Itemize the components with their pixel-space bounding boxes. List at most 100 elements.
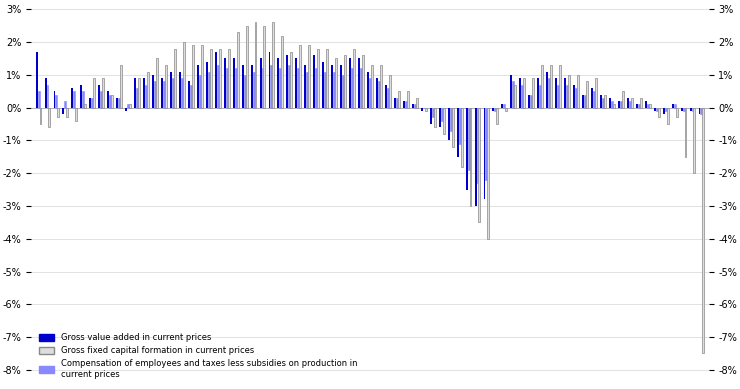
Bar [98,85,100,108]
Bar [317,49,319,108]
Bar [297,68,299,108]
Bar [523,78,525,108]
Bar [219,49,221,108]
Bar [595,78,597,108]
Bar [586,81,588,108]
Bar [511,75,512,108]
Bar [289,65,290,108]
Bar [521,85,523,108]
Bar [344,55,346,108]
Bar [443,108,445,134]
Bar [143,78,145,108]
Bar [636,104,638,108]
Bar [349,58,351,108]
Bar [362,55,364,108]
Bar [405,101,407,108]
Bar [460,108,462,166]
Bar [483,108,485,200]
Bar [181,78,183,108]
Bar [573,85,575,108]
Bar [434,108,436,127]
Bar [102,78,104,108]
Bar [684,108,687,157]
Bar [681,108,682,111]
Bar [251,65,252,108]
Bar [421,108,423,111]
Bar [602,98,604,108]
Bar [701,108,702,114]
Bar [237,32,238,108]
Bar [64,101,67,108]
Bar [360,68,362,108]
Bar [494,108,497,111]
Bar [269,52,271,108]
Bar [690,108,691,111]
Bar [465,108,468,189]
Bar [555,78,557,108]
Bar [497,108,498,124]
Bar [136,88,138,108]
Bar [450,108,451,131]
Bar [479,108,480,223]
Bar [459,108,460,144]
Bar [138,78,140,108]
Bar [290,52,292,108]
Bar [582,95,584,108]
Bar [342,75,344,108]
Bar [611,101,613,108]
Bar [488,108,489,239]
Bar [371,65,373,108]
Bar [407,91,408,108]
Bar [304,65,306,108]
Bar [672,104,673,108]
Bar [656,108,658,111]
Bar [322,62,324,108]
Bar [67,108,68,117]
Bar [505,108,508,111]
Bar [333,72,335,108]
Bar [127,104,129,108]
Bar [170,72,172,108]
Bar [485,108,488,180]
Bar [62,108,64,114]
Bar [640,98,642,108]
Bar [474,108,477,206]
Bar [260,58,261,108]
Bar [281,35,283,108]
Bar [235,68,237,108]
Bar [469,108,471,206]
Bar [503,104,505,108]
Bar [263,26,266,108]
Bar [81,85,82,108]
Bar [75,108,78,121]
Bar [604,95,606,108]
Bar [174,49,176,108]
Bar [638,104,640,108]
Bar [653,108,656,111]
Bar [208,72,209,108]
Bar [564,78,566,108]
Bar [58,108,59,117]
Bar [389,75,391,108]
Bar [584,95,586,108]
Bar [261,68,263,108]
Bar [179,72,181,108]
Bar [645,101,647,108]
Bar [242,65,243,108]
Bar [647,104,649,108]
Bar [512,81,514,108]
Bar [91,98,93,108]
Bar [673,104,676,108]
Bar [39,108,41,124]
Bar [358,58,360,108]
Bar [215,52,217,108]
Bar [541,65,543,108]
Bar [353,49,355,108]
Bar [172,78,174,108]
Bar [201,46,203,108]
Bar [691,108,693,111]
Bar [649,104,650,108]
Bar [53,91,55,108]
Bar [125,108,127,111]
Bar [56,95,58,108]
